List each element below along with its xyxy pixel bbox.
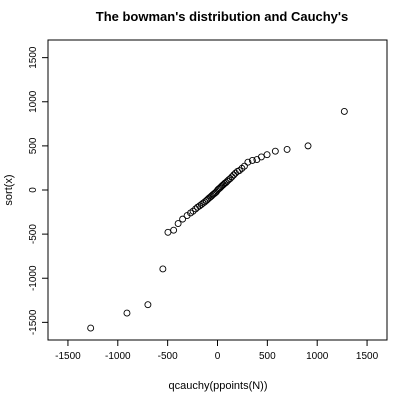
data-point <box>159 265 167 273</box>
data-point <box>144 301 152 309</box>
data-point <box>248 156 256 164</box>
data-point <box>304 142 312 150</box>
data-point <box>174 220 182 227</box>
y-axis-label: sort(x) <box>3 174 15 205</box>
x-axis: -1500 -1000 -500 0 500 1000 1500 <box>55 340 379 362</box>
data-point <box>253 156 261 164</box>
data-point <box>87 324 95 332</box>
data-point <box>228 173 236 181</box>
y-tick-label: -500 <box>28 224 39 244</box>
x-tick-label: 1000 <box>306 351 329 362</box>
data-point <box>263 151 271 159</box>
data-point <box>283 145 291 153</box>
data-point <box>271 147 279 155</box>
data-point <box>340 108 348 115</box>
x-tick-label: -500 <box>158 351 178 362</box>
data-point <box>170 226 178 234</box>
chart-title: The bowman's distribution and Cauchy's <box>96 9 348 24</box>
data-point <box>244 158 252 166</box>
x-tick-label: -1000 <box>105 351 131 362</box>
x-axis-label: qcauchy(ppoints(N)) <box>168 380 267 392</box>
data-point <box>257 153 265 161</box>
y-tick-label: 1000 <box>28 90 39 113</box>
x-tick-label: 500 <box>259 351 276 362</box>
data-point <box>240 162 248 170</box>
data-point <box>123 309 131 317</box>
y-tick-label: 500 <box>28 137 39 154</box>
y-tick-label: -1000 <box>28 265 39 291</box>
y-axis: -1500 -1000 -500 0 500 1000 1500 <box>28 46 48 335</box>
x-tick-label: 1500 <box>356 351 379 362</box>
x-tick-label: -1500 <box>55 351 81 362</box>
data-point <box>230 171 238 179</box>
data-point <box>179 215 187 223</box>
y-tick-label: 1500 <box>28 46 39 69</box>
data-point <box>164 228 172 236</box>
data-points <box>87 108 348 332</box>
x-tick-label: 0 <box>215 351 221 362</box>
y-tick-label: -1500 <box>28 309 39 335</box>
y-tick-label: 0 <box>28 187 39 193</box>
